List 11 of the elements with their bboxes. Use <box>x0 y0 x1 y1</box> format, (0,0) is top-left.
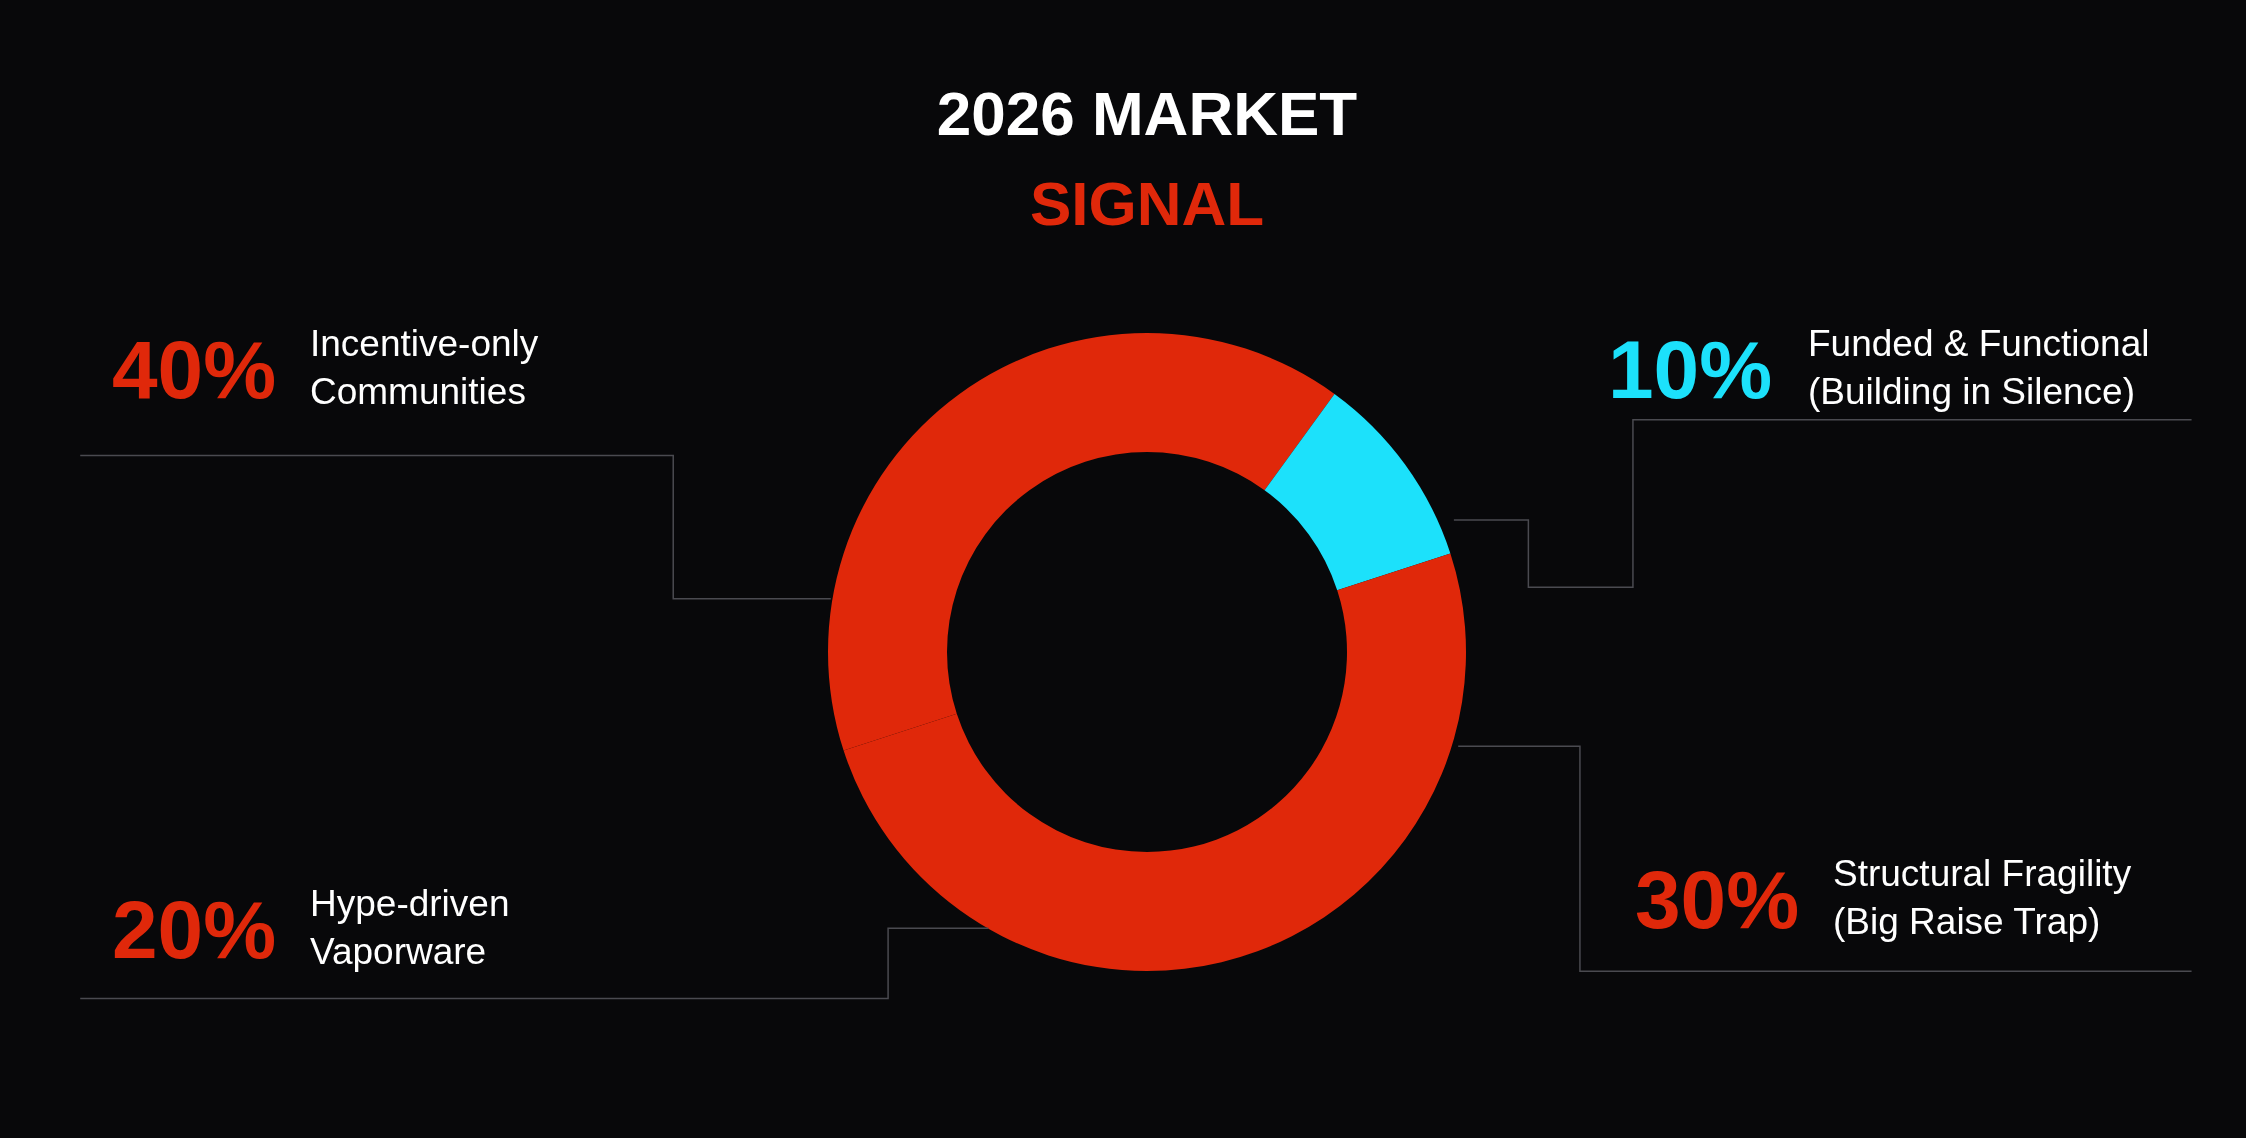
chart-subtitle: SIGNAL <box>1029 169 1265 238</box>
slice-label: Hype-driven Vaporware <box>310 883 510 972</box>
donut-slice <box>1264 393 1451 591</box>
data-label: 20% <box>112 884 277 975</box>
slice-label: Funded & Functional (Building in Silence) <box>1808 323 2150 412</box>
data-label: 30% <box>1635 854 1800 945</box>
data-label: 10% <box>1608 324 1773 415</box>
slice-label: Structural Fragility (Big Raise Trap) <box>1833 853 2132 942</box>
data-label: 40% <box>112 324 277 415</box>
chart-title: 2026 MARKET <box>936 79 1358 148</box>
slice-label: Incentive-only Communities <box>310 323 539 412</box>
